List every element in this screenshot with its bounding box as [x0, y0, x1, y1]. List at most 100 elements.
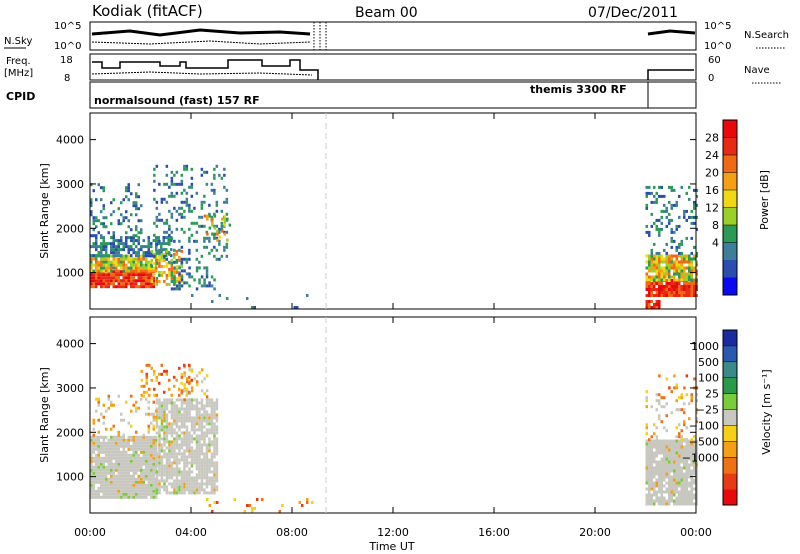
data-cell [668, 442, 671, 446]
data-cell [190, 221, 194, 225]
data-cell [200, 368, 204, 372]
data-cell [152, 438, 155, 442]
data-cell [208, 419, 211, 423]
data-cell [155, 236, 158, 240]
data-cell [160, 410, 164, 414]
data-cell [170, 393, 173, 397]
data-cell [127, 474, 130, 478]
data-cell [112, 489, 115, 493]
data-cell [213, 191, 216, 195]
data-cell [100, 251, 103, 255]
data-cell [650, 472, 653, 476]
data-cell [653, 275, 656, 279]
date-label: 07/Dec/2011 [588, 5, 678, 21]
data-cell [198, 443, 201, 447]
data-cell [95, 282, 98, 286]
nsearch-tick-bottom: 10^0 [704, 41, 731, 52]
data-cell [120, 480, 123, 484]
data-cell [663, 451, 666, 455]
data-cell [165, 404, 169, 408]
data-cell [107, 231, 110, 235]
cpid-panel: CPID normalsound (fast) 157 RF themis 33… [6, 81, 697, 109]
data-cell [120, 477, 123, 481]
data-cell [160, 258, 164, 262]
data-cell [105, 444, 108, 448]
data-cell [223, 173, 226, 177]
data-cell [213, 416, 216, 420]
data-cell [653, 200, 656, 204]
data-cell [675, 472, 678, 476]
data-cell [140, 393, 143, 397]
data-cell [97, 279, 100, 283]
data-cell [175, 260, 179, 264]
data-cell [112, 438, 115, 442]
data-cell [203, 461, 206, 465]
data-cell [645, 260, 648, 264]
data-cell [670, 266, 673, 270]
data-cell [112, 465, 115, 469]
data-cell [198, 416, 201, 420]
data-cell [670, 454, 673, 458]
data-cell [155, 431, 159, 435]
data-cell [170, 267, 174, 271]
data-cell [178, 281, 181, 285]
data-cell [183, 281, 186, 285]
data-cell [107, 492, 110, 496]
data-cell [668, 275, 671, 279]
data-cell [680, 260, 683, 264]
data-cell [137, 273, 140, 277]
data-cell [685, 490, 688, 494]
data-cell [190, 233, 194, 237]
data-cell [188, 363, 191, 367]
data-cell [693, 377, 696, 381]
data-cell [665, 439, 668, 443]
data-cell [198, 440, 201, 444]
data-cell [162, 242, 165, 246]
data-cell [152, 486, 155, 490]
data-cell [673, 445, 676, 449]
data-cell [655, 435, 658, 439]
data-cell [140, 480, 143, 484]
power-colorbar-label: Power [dB] [758, 170, 771, 230]
data-cell [668, 269, 671, 273]
data-cell [130, 228, 133, 232]
data-cell [122, 435, 125, 439]
data-cell [92, 456, 95, 460]
data-cell [165, 485, 169, 489]
data-cell [693, 460, 696, 464]
data-cell [675, 487, 678, 491]
data-cell [102, 216, 105, 220]
data-cell [650, 439, 653, 443]
data-cell [193, 455, 196, 459]
data-cell [127, 486, 130, 490]
data-cell [178, 488, 181, 492]
data-cell [120, 254, 123, 258]
data-cell [115, 486, 118, 490]
data-cell [105, 495, 108, 499]
data-cell [693, 288, 696, 291]
data-cell [215, 428, 219, 432]
data-cell [155, 248, 158, 252]
data-cell [175, 419, 179, 423]
data-cell [658, 185, 661, 189]
data-cell [683, 266, 686, 270]
data-cell [155, 464, 159, 468]
data-cell [102, 459, 105, 463]
data-cell [668, 288, 671, 291]
data-cell [110, 486, 113, 490]
data-cell [160, 242, 163, 246]
data-cell [653, 257, 656, 261]
data-cell [183, 455, 186, 459]
data-cell [695, 408, 698, 412]
data-cell [223, 248, 226, 252]
data-cell [173, 206, 176, 210]
data-cell [122, 285, 125, 289]
data-cell [158, 261, 161, 265]
data-cell [90, 492, 93, 496]
data-cell [110, 276, 113, 280]
data-cell [680, 239, 683, 243]
data-cell [678, 457, 681, 461]
colorbar-swatch [723, 172, 737, 190]
data-cell [200, 398, 204, 402]
